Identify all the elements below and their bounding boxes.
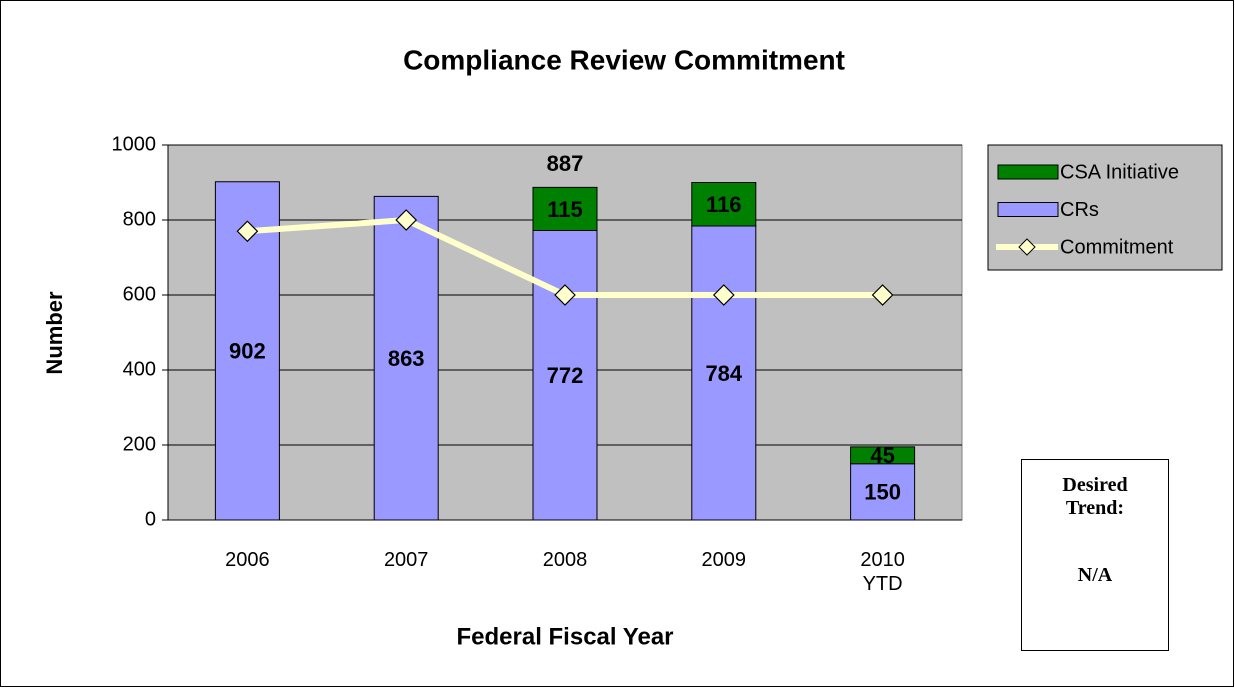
data-label: 772 <box>547 363 584 388</box>
y-tick-label: 600 <box>123 283 156 305</box>
marker <box>395 209 418 231</box>
y-tick-label: 800 <box>123 208 156 230</box>
legend-label: CRs <box>1060 199 1099 221</box>
legend-label: CSA Initiative <box>1060 161 1179 183</box>
data-label: 784 <box>705 361 742 386</box>
data-label: 902 <box>229 339 266 364</box>
bar-segment <box>850 463 916 521</box>
data-label: 863 <box>388 346 425 371</box>
y-tick-label: 0 <box>145 508 156 530</box>
data-label: 45 <box>870 443 894 468</box>
legend-swatch <box>1018 238 1036 256</box>
marker <box>554 284 576 306</box>
total-label: 887 <box>547 151 584 176</box>
note-text: N/A <box>1077 564 1113 586</box>
bar-segment <box>373 195 439 521</box>
marker <box>871 284 894 306</box>
note-title: Desired Trend: <box>1062 474 1128 519</box>
marker <box>712 284 735 306</box>
x-tick-label: 2006 <box>225 549 270 571</box>
legend-swatch <box>997 164 1059 180</box>
data-label: 115 <box>547 197 583 222</box>
x-tick-label: 2009 <box>701 549 747 571</box>
y-axis-title: Number <box>42 291 67 375</box>
bar-segment <box>691 182 757 227</box>
bar-segment <box>691 225 757 521</box>
legend-label: Commitment <box>1060 236 1174 258</box>
data-label: 116 <box>706 192 742 217</box>
bar-segment <box>532 230 598 521</box>
marker <box>236 220 259 243</box>
x-tick-label: 2007 <box>383 549 429 571</box>
data-label: 150 <box>864 480 901 505</box>
legend-swatch <box>997 202 1059 217</box>
desired-trend-box: Desired Trend: N/A <box>1021 459 1169 651</box>
x-tick-label: 2010 YTD <box>860 549 905 595</box>
x-tick-label: 2008 <box>542 549 588 571</box>
x-axis-title: Federal Fiscal Year <box>456 623 673 650</box>
bar-segment <box>850 446 916 465</box>
y-tick-label: 200 <box>123 433 156 455</box>
bar-segment <box>532 186 598 231</box>
y-tick-label: 1000 <box>112 133 157 155</box>
chart-title: Compliance Review Commitment <box>403 44 845 75</box>
y-tick-label: 400 <box>123 358 156 380</box>
